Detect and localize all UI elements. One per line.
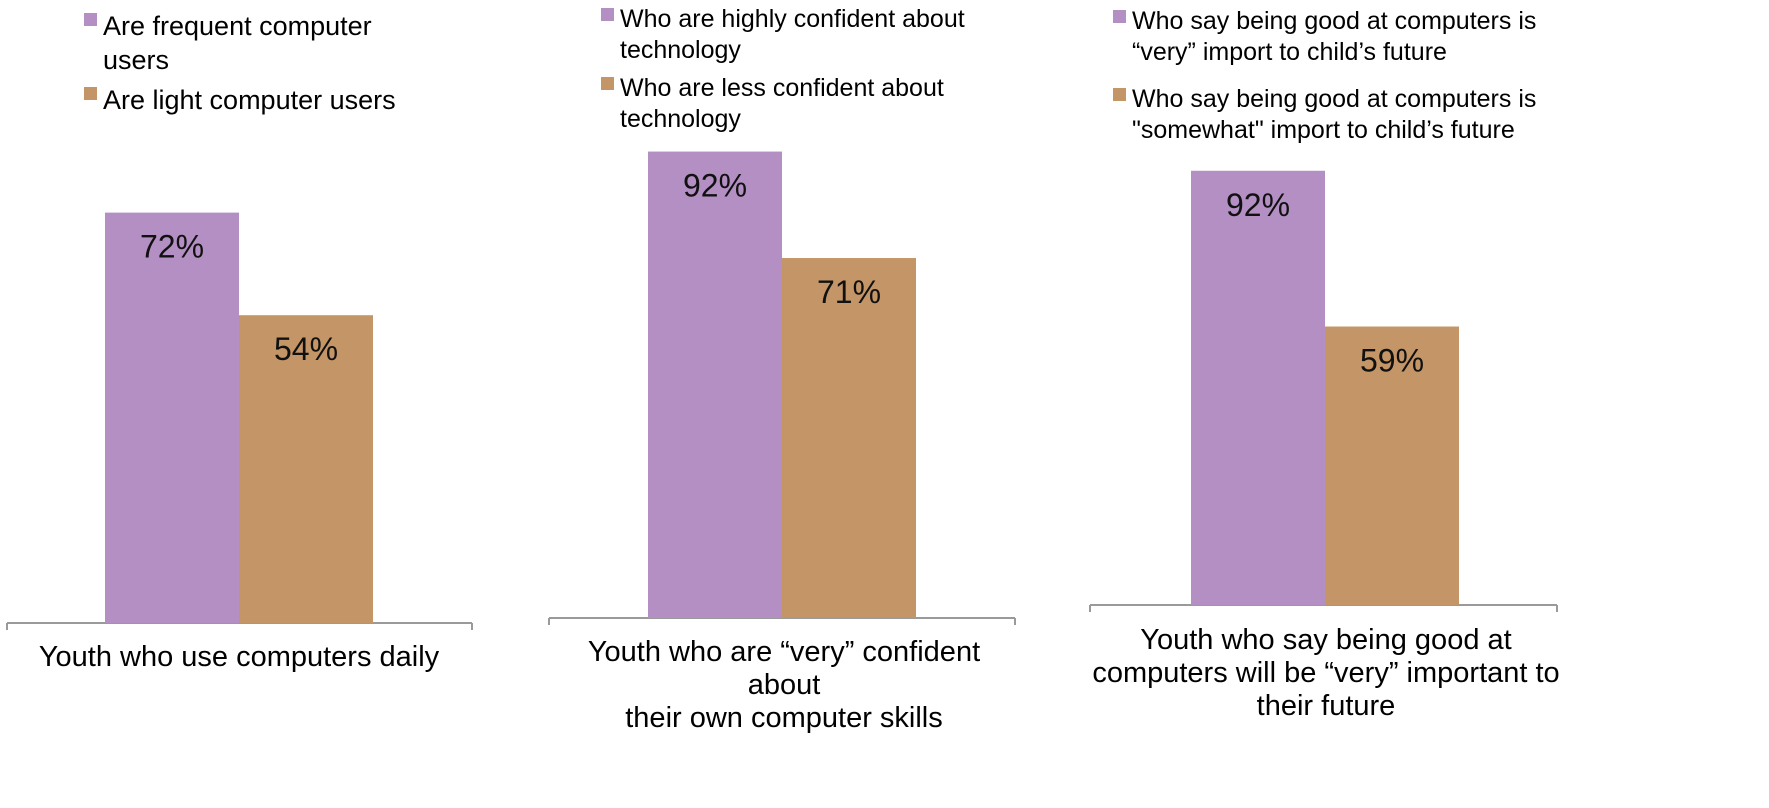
data-label-primary: 92% <box>683 168 747 204</box>
legend-swatch-secondary <box>601 77 614 90</box>
data-label-primary: 92% <box>1226 187 1290 223</box>
data-label-secondary: 59% <box>1360 343 1424 379</box>
legend-item-somewhat-important: Who say being good at computers is "some… <box>1113 84 1536 146</box>
legend-label: Are frequent computer users <box>103 11 372 75</box>
legend-label: Who are highly confident about technolog… <box>620 5 965 64</box>
legend-swatch-secondary <box>1113 88 1126 101</box>
legend-swatch-primary <box>84 13 97 26</box>
category-label: Youth who are “very” confident about the… <box>587 636 981 734</box>
bar-primary <box>1191 170 1325 605</box>
legend-item-less-confident: Who are less confident about technology <box>601 73 944 135</box>
legend-swatch-primary <box>601 8 614 21</box>
legend-item-frequent-users: Are frequent computer users <box>84 9 372 77</box>
legend-item-very-important: Who say being good at computers is “very… <box>1113 6 1536 68</box>
bar-secondary <box>239 315 373 623</box>
chart-panel-1: Are frequent computer users Are light co… <box>0 0 1558 808</box>
data-label-primary: 72% <box>140 229 204 265</box>
data-label-secondary: 54% <box>274 331 338 367</box>
category-label: Youth who say being good at computers wi… <box>1092 624 1560 722</box>
bar-secondary <box>1325 326 1459 605</box>
legend-swatch-secondary <box>84 87 97 100</box>
category-label: Youth who use computers daily <box>38 641 440 673</box>
legend-label: Who are less confident about technology <box>620 74 944 133</box>
legend-item-light-users: Are light computer users <box>84 83 396 117</box>
data-label-secondary: 71% <box>817 274 881 310</box>
bar-primary <box>105 212 239 623</box>
legend-label: Who say being good at computers is "some… <box>1132 85 1537 144</box>
legend-label: Who say being good at computers is “very… <box>1132 7 1537 66</box>
bar-secondary <box>782 258 916 618</box>
bar-primary <box>648 151 782 618</box>
legend-item-highly-confident: Who are highly confident about technolog… <box>601 4 965 66</box>
legend-label: Are light computer users <box>103 85 396 115</box>
legend-swatch-primary <box>1113 10 1126 23</box>
